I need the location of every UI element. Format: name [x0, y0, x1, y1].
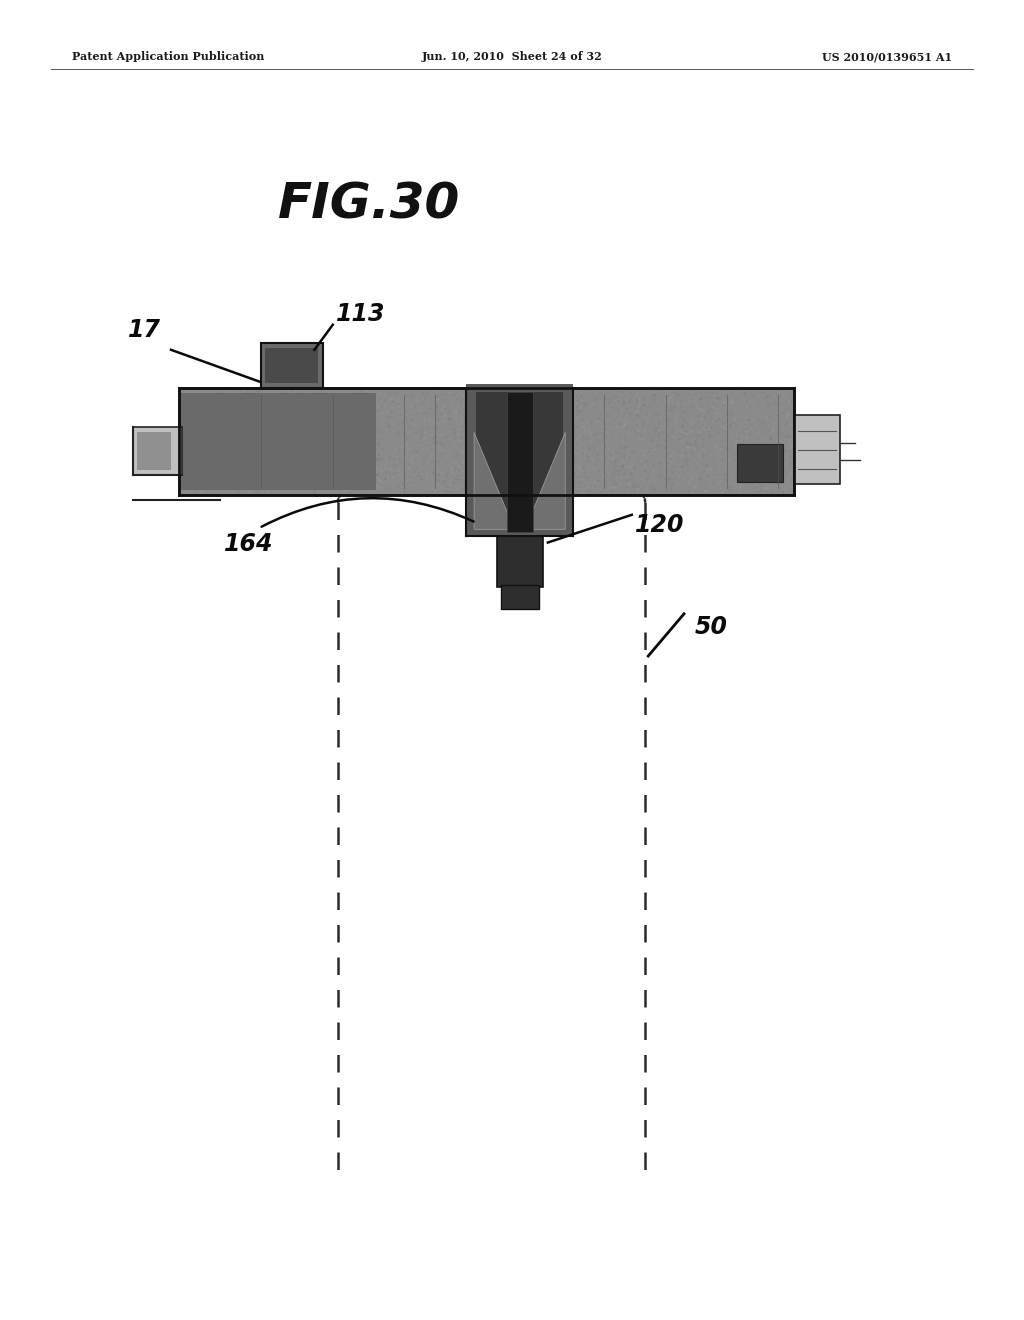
Bar	[133, 428, 182, 475]
Bar	[466, 384, 573, 536]
Text: Patent Application Publication: Patent Application Publication	[72, 51, 264, 62]
Bar	[476, 392, 563, 529]
FancyArrowPatch shape	[261, 498, 474, 527]
Bar	[497, 536, 543, 587]
Bar	[794, 414, 840, 484]
Bar	[261, 343, 323, 388]
Bar	[507, 392, 532, 532]
Text: 17: 17	[128, 318, 161, 342]
Bar	[137, 433, 171, 470]
Bar	[179, 388, 794, 495]
Bar	[501, 585, 539, 609]
Text: US 2010/0139651 A1: US 2010/0139651 A1	[822, 51, 952, 62]
Bar	[181, 393, 376, 490]
Text: 164: 164	[224, 532, 273, 556]
Bar	[737, 445, 783, 482]
Text: 113: 113	[336, 302, 385, 326]
Polygon shape	[525, 433, 565, 529]
Bar	[265, 348, 318, 383]
Text: 120: 120	[635, 513, 684, 537]
Polygon shape	[474, 433, 514, 529]
Text: Jun. 10, 2010  Sheet 24 of 32: Jun. 10, 2010 Sheet 24 of 32	[422, 51, 602, 62]
Text: FIG.30: FIG.30	[278, 181, 460, 228]
Text: 50: 50	[694, 615, 727, 639]
